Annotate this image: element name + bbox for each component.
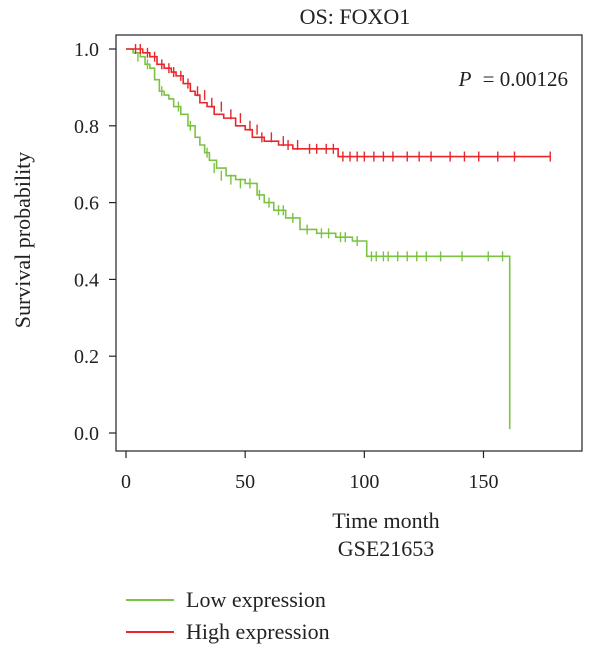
y-tick-label: 0.8 — [74, 116, 99, 138]
series-layer — [126, 44, 551, 430]
chart-subtitle: GSE21653 — [338, 536, 435, 561]
y-tick-label: 0.2 — [74, 346, 99, 368]
x-axis-label: Time month — [332, 508, 439, 533]
x-tick-label: 100 — [349, 471, 379, 493]
chart-title: OS: FOXO1 — [300, 4, 411, 29]
y-axis: 0.0 0.2 0.4 0.6 0.8 1.0 — [74, 39, 116, 445]
survival-curve-low — [126, 48, 511, 430]
series-high-expression — [126, 44, 551, 162]
legend-item-low: Low expression — [126, 587, 326, 613]
survival-curve-high — [126, 48, 551, 158]
p-value-label: P — [458, 67, 472, 91]
plot-frame — [115, 34, 583, 452]
p-value-annotation: P = 0.00126 — [458, 67, 568, 91]
p-value-value: = 0.00126 — [483, 67, 568, 91]
legend-swatch-high — [126, 631, 174, 633]
legend-swatch-low — [126, 599, 174, 601]
y-tick-label: 1.0 — [74, 39, 99, 61]
legend-item-high: High expression — [126, 619, 330, 645]
x-tick-label: 50 — [235, 471, 255, 493]
x-tick-label: 0 — [121, 471, 131, 493]
x-tick-label: 150 — [469, 471, 499, 493]
y-tick-label: 0.6 — [74, 193, 99, 215]
y-tick-label: 0.0 — [74, 423, 99, 445]
x-axis: 0 50 100 150 — [121, 451, 499, 493]
legend-label-low: Low expression — [186, 587, 326, 612]
legend-label-high: High expression — [186, 619, 330, 644]
y-tick-label: 0.4 — [74, 269, 99, 291]
y-axis-label: Survival probability — [10, 152, 35, 329]
series-low-expression — [126, 48, 511, 430]
